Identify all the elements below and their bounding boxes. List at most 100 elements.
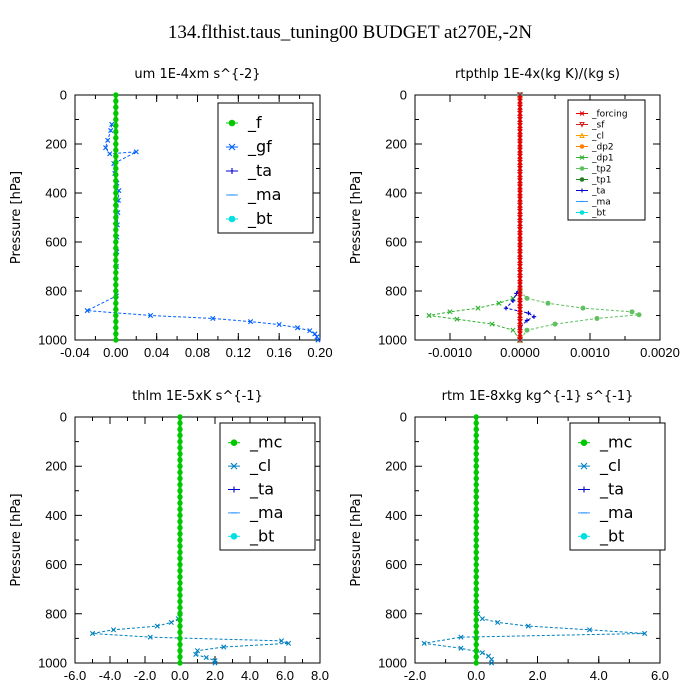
- data-point: [177, 531, 183, 537]
- data-point: [473, 623, 479, 629]
- legend-marker: [230, 462, 238, 470]
- data-point: [276, 321, 282, 328]
- data-point: [473, 647, 479, 654]
- data-point: [113, 318, 119, 325]
- data-point: [586, 627, 593, 633]
- x-tick-label: -0.0010: [428, 345, 472, 360]
- legend-marker: [228, 215, 236, 223]
- data-point: [177, 524, 183, 531]
- data-point: [221, 644, 227, 650]
- data-point: [177, 488, 183, 494]
- data-point: [458, 634, 464, 640]
- data-point: [177, 414, 183, 420]
- data-point: [113, 263, 119, 270]
- data-point: [458, 645, 464, 651]
- data-point: [473, 469, 479, 476]
- data-point: [473, 531, 479, 537]
- data-point: [108, 127, 114, 134]
- data-point: [473, 561, 479, 568]
- data-point: [315, 337, 321, 343]
- x-tick-label: 0.0: [171, 668, 189, 683]
- legend-marker: [580, 188, 584, 193]
- data-point: [177, 445, 183, 451]
- data-point: [489, 321, 495, 327]
- data-point: [526, 310, 531, 316]
- data-point: [642, 630, 648, 637]
- data-point: [113, 202, 119, 208]
- data-point: [473, 537, 479, 543]
- y-tick-label: 800: [45, 284, 67, 299]
- y-tick-label: 1000: [38, 656, 67, 671]
- data-point: [154, 623, 160, 629]
- data-point: [113, 300, 119, 306]
- legend-label: _mc: [249, 433, 282, 453]
- panel-title: rtm 1E-8xkg kg^{-1} s^{-1}: [442, 389, 634, 404]
- data-point: [177, 660, 183, 666]
- series-line: [92, 613, 289, 663]
- data-point: [517, 171, 523, 178]
- data-point: [177, 438, 183, 445]
- y-tick-label: 200: [385, 459, 407, 474]
- data-point: [517, 196, 523, 202]
- chart-panel-3: thlm 1E-5xK s^{-1} Pressure [hPa] 0 200 400 6…: [9, 389, 329, 683]
- legend-label: _ta: [599, 480, 624, 500]
- data-point: [517, 104, 523, 111]
- legend-label: _dp2: [591, 143, 614, 153]
- x-tick-label: 6.0: [276, 668, 294, 683]
- data-point: [177, 543, 183, 549]
- data-point: [177, 500, 183, 506]
- data-point: [473, 438, 479, 445]
- data-point: [479, 616, 485, 622]
- data-point: [177, 518, 183, 525]
- x-tick-label: 0.20: [307, 345, 332, 360]
- y-axis-label: Pressure [hPa]: [349, 493, 364, 586]
- data-point: [473, 635, 479, 642]
- data-point: [473, 574, 479, 580]
- data-point: [517, 208, 523, 215]
- legend-marker: [231, 486, 237, 493]
- data-point: [473, 555, 479, 562]
- series-line: [424, 608, 645, 663]
- data-point: [113, 141, 119, 147]
- legend-marker: [579, 210, 585, 215]
- data-point: [147, 634, 153, 640]
- data-point: [473, 592, 479, 599]
- legend: _mc _cl _ta _ma _bt: [569, 422, 666, 551]
- data-point: [517, 324, 523, 331]
- data-point: [473, 451, 479, 457]
- y-tick-label: 400: [45, 508, 67, 523]
- data-point: [113, 184, 119, 190]
- chart-panel-1: um 1E-4xm s^{-2} Pressure [hPa] 0 200 400 600…: [9, 67, 333, 360]
- x-tick-label: 0.16: [267, 345, 292, 360]
- data-point: [113, 288, 119, 294]
- legend-marker: [579, 155, 585, 160]
- data-point: [517, 98, 523, 104]
- data-point: [113, 325, 119, 331]
- x-tick-label: 4.0: [241, 668, 259, 683]
- data-point: [177, 623, 183, 629]
- y-tick-label: 200: [45, 137, 67, 152]
- data-point: [113, 294, 119, 300]
- data-point: [473, 524, 479, 531]
- data-point: [473, 420, 479, 426]
- data-point: [594, 315, 600, 321]
- legend-label: _forcing: [591, 110, 628, 120]
- data-point: [107, 151, 113, 157]
- data-point: [517, 135, 523, 141]
- chart-panel-2: rtpthlp 1E-4x(kg K)/(kg s) Pressure [hPa]…: [349, 67, 680, 360]
- legend-marker: [579, 132, 585, 138]
- data-point: [517, 110, 523, 117]
- y-tick-label: 400: [45, 186, 67, 201]
- series-cl: [89, 611, 292, 666]
- data-point: [177, 604, 183, 611]
- data-point: [113, 171, 119, 178]
- data-point: [113, 269, 119, 276]
- data-point: [177, 469, 183, 476]
- data-point: [105, 137, 111, 143]
- legend-label: _f: [247, 113, 262, 133]
- data-point: [177, 629, 183, 635]
- data-point: [517, 202, 523, 209]
- data-point: [473, 549, 479, 555]
- x-tick-label: -6.0: [64, 668, 86, 683]
- figure-title: 134.flthist.taus_tuning00 BUDGET at270E,…: [168, 22, 533, 43]
